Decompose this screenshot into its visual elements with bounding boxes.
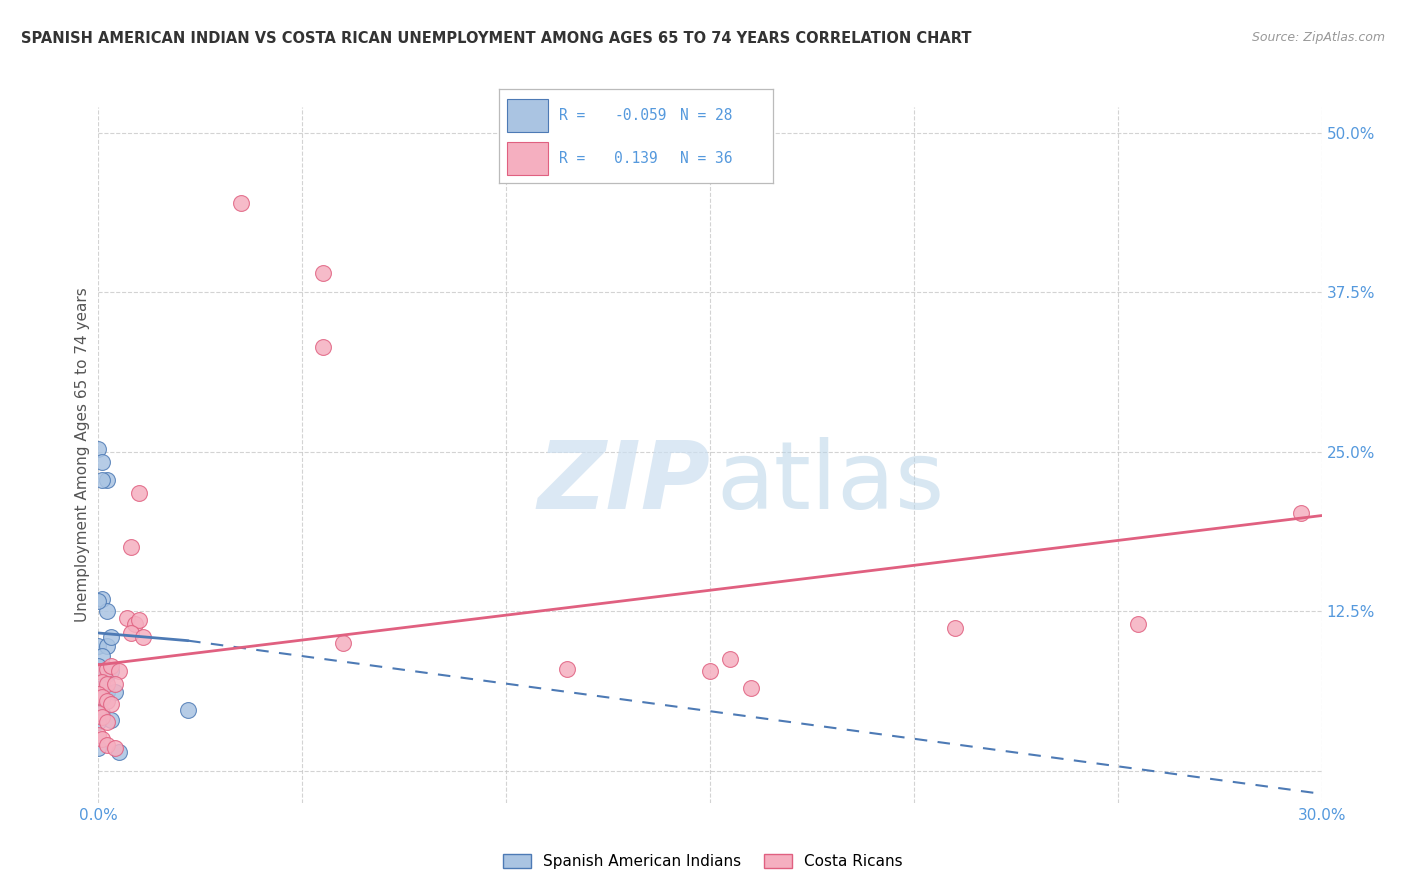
Point: [91, 591, 114, 606]
Point: [128, 485, 150, 500]
Point: [91, 706, 114, 721]
Point: [96, 662, 118, 676]
Point: [96, 739, 118, 753]
Point: [124, 617, 146, 632]
Point: [120, 541, 142, 555]
Point: [91, 665, 114, 679]
Point: [91, 648, 114, 663]
Point: [557, 662, 579, 676]
Bar: [508, 98, 548, 132]
Point: [100, 665, 122, 679]
Point: [96, 473, 118, 487]
Point: [943, 621, 966, 635]
Point: [91, 690, 114, 704]
Text: atlas: atlas: [716, 437, 945, 529]
Point: [87, 687, 110, 701]
Point: [104, 684, 127, 698]
Point: [100, 630, 122, 644]
Point: [108, 745, 131, 759]
Point: [108, 665, 131, 679]
Point: [100, 713, 122, 727]
Point: [87, 740, 110, 755]
Point: [100, 659, 122, 673]
Legend: Spanish American Indians, Costa Ricans: Spanish American Indians, Costa Ricans: [498, 847, 908, 875]
Text: SPANISH AMERICAN INDIAN VS COSTA RICAN UNEMPLOYMENT AMONG AGES 65 TO 74 YEARS CO: SPANISH AMERICAN INDIAN VS COSTA RICAN U…: [21, 31, 972, 46]
Point: [87, 687, 110, 701]
Point: [132, 630, 155, 644]
Point: [128, 613, 150, 627]
Point: [91, 455, 114, 469]
Point: [100, 698, 122, 712]
Point: [332, 636, 354, 650]
Text: R =: R =: [560, 151, 603, 166]
Point: [87, 703, 110, 717]
Point: [91, 710, 114, 724]
Point: [96, 666, 118, 681]
Point: [177, 703, 200, 717]
Point: [96, 684, 118, 698]
Text: 0.139: 0.139: [614, 151, 658, 166]
Point: [91, 692, 114, 706]
Point: [740, 681, 762, 695]
Point: [87, 594, 110, 608]
Point: [96, 715, 118, 730]
Point: [87, 665, 110, 679]
Text: N = 28: N = 28: [681, 108, 733, 123]
Point: [1291, 506, 1313, 520]
Point: [699, 665, 721, 679]
Point: [87, 715, 110, 730]
Point: [96, 677, 118, 691]
Point: [312, 340, 335, 354]
Point: [87, 659, 110, 673]
Point: [96, 694, 118, 708]
Point: [87, 639, 110, 653]
Point: [91, 731, 114, 746]
Text: -0.059: -0.059: [614, 108, 666, 123]
Point: [104, 677, 127, 691]
Point: [120, 626, 142, 640]
Point: [87, 677, 110, 691]
Point: [312, 266, 335, 280]
Bar: [508, 142, 548, 176]
Point: [87, 706, 110, 721]
Point: [96, 604, 118, 618]
Point: [91, 674, 114, 689]
Point: [720, 651, 742, 665]
Point: [91, 473, 114, 487]
Point: [96, 639, 118, 653]
Point: [104, 740, 127, 755]
Point: [87, 442, 110, 457]
Text: N = 36: N = 36: [681, 151, 733, 166]
Point: [1128, 617, 1150, 632]
Point: [231, 195, 253, 210]
Point: [87, 728, 110, 742]
Text: Source: ZipAtlas.com: Source: ZipAtlas.com: [1251, 31, 1385, 45]
Text: R =: R =: [560, 108, 595, 123]
Point: [115, 610, 138, 624]
Y-axis label: Unemployment Among Ages 65 to 74 years: Unemployment Among Ages 65 to 74 years: [75, 287, 90, 623]
Text: ZIP: ZIP: [537, 437, 710, 529]
Point: [91, 681, 114, 695]
